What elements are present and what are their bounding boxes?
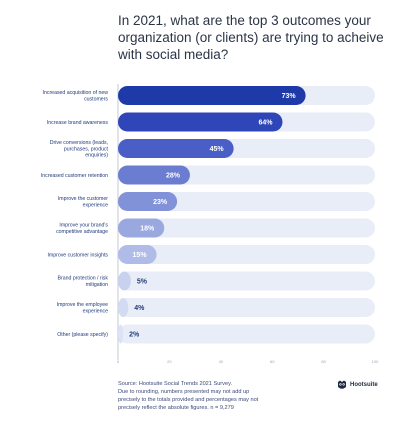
bar xyxy=(118,86,306,105)
category-label: Drive conversions (leads, purchases, prod… xyxy=(50,140,109,158)
x-tick-label: 40 xyxy=(219,359,224,364)
brand-name: Hootsuite xyxy=(350,382,378,388)
bar-row: Increased acquisition of new customers 73% xyxy=(43,86,375,105)
bar-row: Improve the employee experience 4% xyxy=(57,298,375,317)
bar-track xyxy=(118,192,375,211)
bar-row: Increase brand awareness 64% xyxy=(47,112,375,132)
category-label: Other (please specify) xyxy=(57,332,108,338)
bar-row: Improve customer insights 15% xyxy=(47,245,375,264)
bar xyxy=(118,324,124,344)
source-line: precisely to the totals provided and per… xyxy=(118,397,259,403)
value-label: 2% xyxy=(129,331,140,338)
source-line: precisely reflect the absolute figures. … xyxy=(118,405,234,411)
category-label: Increased customer retention xyxy=(41,173,108,179)
value-label: 64% xyxy=(258,119,273,126)
bar xyxy=(118,218,165,238)
bar-row: Increased customer retention 28% xyxy=(41,165,375,185)
bar-track xyxy=(118,245,375,264)
bar-track xyxy=(118,218,375,238)
x-tick-label: 80 xyxy=(321,359,326,364)
hootsuite-owl-icon xyxy=(338,380,346,389)
value-label: 45% xyxy=(210,146,225,153)
category-label: Improve the employee experience xyxy=(57,302,108,314)
source-line: Source: Hootsuite Social Trends 2021 Sur… xyxy=(118,381,233,387)
bar-row: Improve the customer experience 23% xyxy=(58,192,375,211)
category-label: Improve the customer experience xyxy=(58,196,108,208)
category-label: Improve your brand's competitive advantag… xyxy=(56,223,108,235)
value-label: 23% xyxy=(153,199,168,206)
value-label: 18% xyxy=(140,225,155,232)
bar xyxy=(118,139,234,158)
value-label: 15% xyxy=(133,252,148,259)
bar-track xyxy=(118,324,375,344)
x-tick-label: 20 xyxy=(167,359,172,364)
hootsuite-logo: Hootsuite xyxy=(337,380,378,390)
bar xyxy=(118,112,283,132)
value-label: 5% xyxy=(137,278,148,285)
bar-row: Drive conversions (leads, purchases, prod… xyxy=(50,139,375,159)
bar xyxy=(118,298,129,317)
bar-row: Brand protection / risk mitigation 5% xyxy=(58,271,375,291)
x-tick-label: 60 xyxy=(270,359,275,364)
value-label: 4% xyxy=(134,305,145,312)
bar-track xyxy=(118,271,375,291)
bar xyxy=(118,165,190,185)
source-note: Source: Hootsuite Social Trends 2021 Sur… xyxy=(118,380,328,412)
value-label: 28% xyxy=(166,172,181,179)
category-label: Increased acquisition of new customers xyxy=(43,90,109,102)
chart-title: In 2021, what are the top 3 outcomes you… xyxy=(118,13,384,62)
category-label: Brand protection / risk mitigation xyxy=(58,276,109,288)
bar xyxy=(118,192,178,211)
bar-track xyxy=(118,298,375,317)
category-label: Increase brand awareness xyxy=(47,120,109,126)
category-label: Improve customer insights xyxy=(47,252,108,258)
x-tick-label: 100 xyxy=(372,359,379,364)
bar-row: Other (please specify) 2% xyxy=(57,324,375,344)
bar xyxy=(118,271,131,291)
bar-row: Improve your brand's competitive advantag… xyxy=(56,218,375,238)
source-line: Due to rounding, numbers presented may n… xyxy=(118,389,250,395)
bar xyxy=(118,245,157,264)
x-tick-label: 0 xyxy=(117,359,120,364)
value-label: 73% xyxy=(282,93,297,100)
